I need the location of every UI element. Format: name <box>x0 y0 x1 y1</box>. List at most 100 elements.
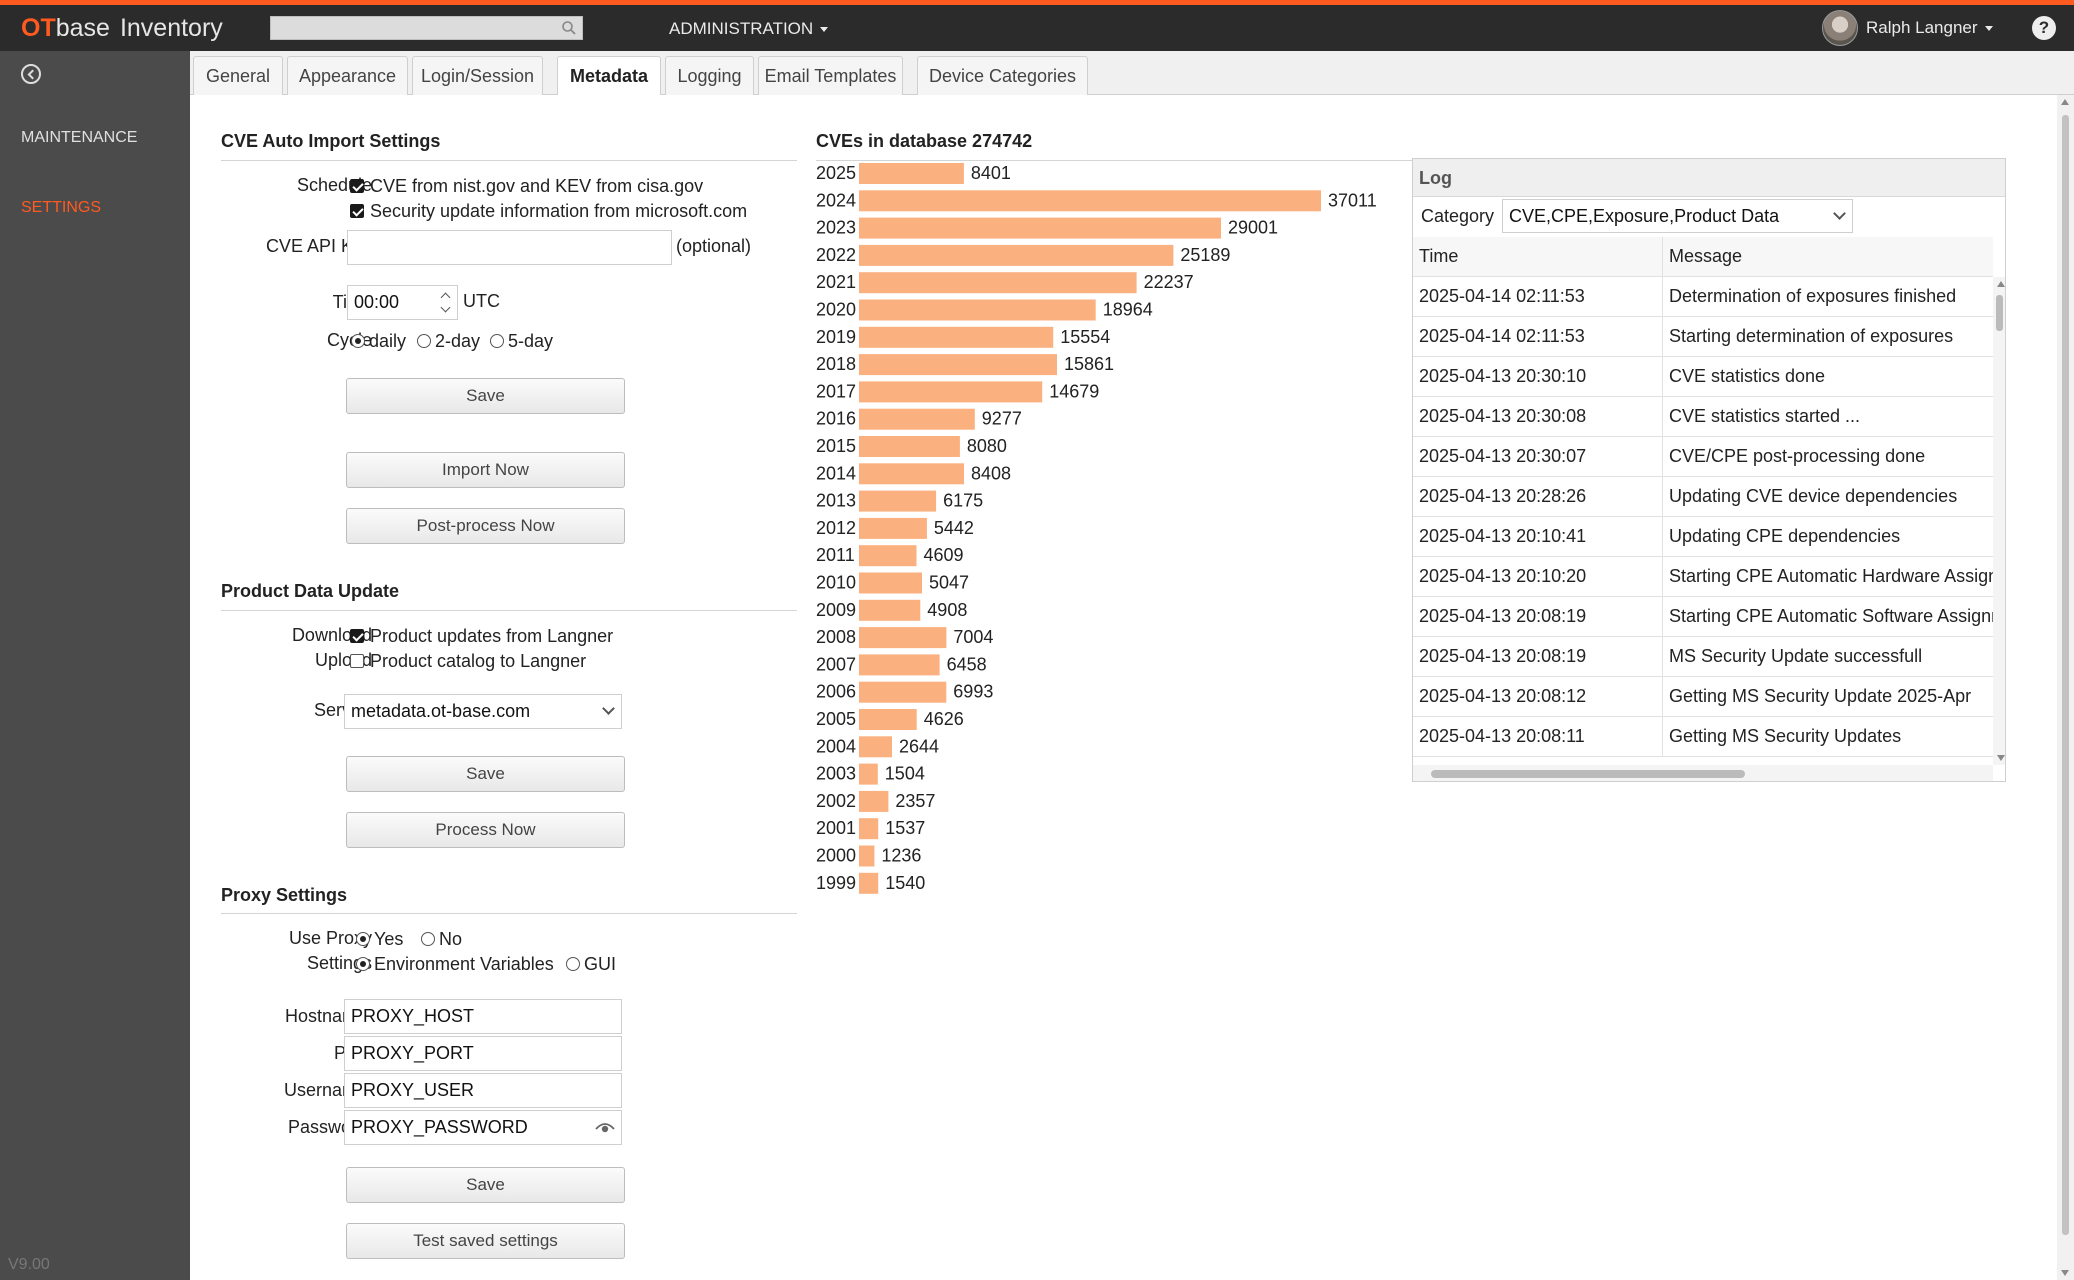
import-now-button[interactable]: Import Now <box>346 452 625 488</box>
page-scrollbar[interactable] <box>2057 95 2074 1280</box>
log-message-cell: Starting determination of exposures <box>1669 326 1954 346</box>
gui-option[interactable]: GUI <box>566 954 616 975</box>
category-select[interactable]: CVE,CPE,Exposure,Product Data <box>1502 199 1853 233</box>
cycle-daily-radio[interactable] <box>351 334 365 348</box>
page-scroll-thumb[interactable] <box>2062 115 2069 1235</box>
schedule-ms-option[interactable]: Security update information from microso… <box>350 201 747 222</box>
process-now-button[interactable]: Process Now <box>346 812 625 848</box>
proxy-yes-radio[interactable] <box>356 932 370 946</box>
password-input[interactable]: PROXY_PASSWORD <box>344 1110 622 1145</box>
col-time-header[interactable]: Time <box>1413 237 1663 276</box>
bar-value-label: 6175 <box>943 491 983 511</box>
tab-metadata[interactable]: Metadata <box>557 56 661 97</box>
year-tick-label: 2021 <box>816 272 856 292</box>
sidebar-item-settings[interactable]: SETTINGS <box>21 199 102 216</box>
log-row[interactable]: 2025-04-13 20:08:19 Starting CPE Automati… <box>1413 597 1993 637</box>
bar-value-label: 25189 <box>1180 245 1230 265</box>
port-input[interactable]: PROXY_PORT <box>344 1036 622 1071</box>
log-vertical-scrollbar[interactable] <box>1993 277 2005 765</box>
log-time-cell: 2025-04-13 20:30:08 <box>1413 397 1663 436</box>
back-icon[interactable] <box>21 64 41 84</box>
cycle-2day-option[interactable]: 2-day <box>417 331 480 352</box>
hostname-input[interactable]: PROXY_HOST <box>344 999 622 1034</box>
caret-down-icon <box>820 27 829 33</box>
cycle-5day-radio[interactable] <box>490 334 504 348</box>
test-settings-button[interactable]: Test saved settings <box>346 1223 625 1259</box>
proxy-no-option[interactable]: No <box>421 929 462 950</box>
log-row[interactable]: 2025-04-13 20:08:19 MS Security Update su… <box>1413 637 1993 677</box>
administration-menu[interactable]: ADMINISTRATION <box>669 19 829 39</box>
log-message-cell: Getting MS Security Updates <box>1669 726 1902 746</box>
log-time-cell: 2025-04-13 20:10:41 <box>1413 517 1663 556</box>
user-menu[interactable]: Ralph Langner <box>1822 9 1993 47</box>
env-vars-option[interactable]: Environment Variables <box>356 954 554 975</box>
log-row[interactable]: 2025-04-13 20:30:08 CVE statistics starte… <box>1413 397 1993 437</box>
schedule-nist-option[interactable]: CVE from nist.gov and KEV from cisa.gov <box>350 176 703 197</box>
tab-general[interactable]: General <box>193 56 283 96</box>
accent-stripe <box>0 0 2074 5</box>
cycle-daily-option[interactable]: daily <box>351 331 406 352</box>
proxy-settings-label: Settings <box>306 953 372 973</box>
year-tick-label: 2023 <box>816 218 856 238</box>
year-tick-label: 2018 <box>816 354 856 374</box>
nist-checkbox[interactable] <box>350 179 364 193</box>
log-hscroll-thumb[interactable] <box>1431 770 1745 778</box>
log-row[interactable]: 2025-04-13 20:30:07 CVE/CPE post-processi… <box>1413 437 1993 477</box>
year-tick-label: 2017 <box>816 381 856 401</box>
log-horizontal-scrollbar[interactable] <box>1413 765 1993 781</box>
time-unit: UTC <box>463 291 500 311</box>
search-icon[interactable] <box>561 20 577 36</box>
log-row[interactable]: 2025-04-13 20:30:10 CVE statistics done <box>1413 357 1993 397</box>
log-row[interactable]: 2025-04-13 20:28:26 Updating CVE device d… <box>1413 477 1993 517</box>
log-time-cell: 2025-04-13 20:28:26 <box>1413 477 1663 516</box>
use-proxy-label: Use Proxy <box>288 928 372 948</box>
scroll-up-icon[interactable] <box>1997 281 2005 287</box>
time-spinner[interactable] <box>437 288 455 317</box>
upload-option[interactable]: Product catalog to Langner <box>350 651 586 672</box>
scroll-up-icon[interactable] <box>2061 99 2069 105</box>
log-scroll-thumb[interactable] <box>1996 295 2003 331</box>
cycle-5day-option[interactable]: 5-day <box>490 331 553 352</box>
log-row[interactable]: 2025-04-14 02:11:53 Starting determinatio… <box>1413 317 1993 357</box>
postprocess-now-button[interactable]: Post-process Now <box>346 508 625 544</box>
tab-logging[interactable]: Logging <box>665 56 754 96</box>
bar-value-label: 5442 <box>934 518 974 538</box>
year-tick-label: 2003 <box>816 764 856 784</box>
eye-icon[interactable] <box>595 1121 615 1135</box>
scroll-down-icon[interactable] <box>1997 755 2005 761</box>
search-input[interactable] <box>270 16 583 40</box>
col-message-header[interactable]: Message <box>1669 246 1743 266</box>
download-option[interactable]: Product updates from Langner <box>350 626 613 647</box>
upload-checkbox[interactable] <box>350 654 364 668</box>
tab-device-categories[interactable]: Device Categories <box>917 56 1088 96</box>
env-vars-radio[interactable] <box>356 957 370 971</box>
tab-email-templates[interactable]: Email Templates <box>758 56 903 96</box>
scroll-down-icon[interactable] <box>2061 1270 2069 1276</box>
app-logo[interactable]: OTbase Inventory <box>21 14 223 43</box>
proxy-no-radio[interactable] <box>421 932 435 946</box>
log-row[interactable]: 2025-04-13 20:08:12 Getting MS Security U… <box>1413 677 1993 717</box>
log-time-cell: 2025-04-13 20:10:20 <box>1413 557 1663 596</box>
proxy-save-button[interactable]: Save <box>346 1167 625 1203</box>
log-row[interactable]: 2025-04-13 20:10:20 Starting CPE Automati… <box>1413 557 1993 597</box>
api-key-input[interactable] <box>347 230 672 265</box>
tab-login-session[interactable]: Login/Session <box>412 56 543 96</box>
server-select[interactable]: metadata.ot-base.com <box>344 694 622 729</box>
sidebar-item-maintenance[interactable]: MAINTENANCE <box>21 129 138 146</box>
proxy-yes-option[interactable]: Yes <box>356 929 403 950</box>
log-row[interactable]: 2025-04-13 20:10:41 Updating CPE dependen… <box>1413 517 1993 557</box>
cve-save-button[interactable]: Save <box>346 378 625 414</box>
gui-radio[interactable] <box>566 957 580 971</box>
cycle-2day-radio[interactable] <box>417 334 431 348</box>
cve-bar <box>859 244 1174 266</box>
ms-checkbox[interactable] <box>350 204 364 218</box>
help-icon[interactable]: ? <box>2032 16 2056 40</box>
download-checkbox[interactable] <box>350 629 364 643</box>
product-save-button[interactable]: Save <box>346 756 625 792</box>
category-value: CVE,CPE,Exposure,Product Data <box>1509 206 1780 226</box>
time-input[interactable]: 00:00 <box>347 285 458 320</box>
log-row[interactable]: 2025-04-13 20:08:11 Getting MS Security U… <box>1413 717 1993 757</box>
log-row[interactable]: 2025-04-14 02:11:53 Determination of expo… <box>1413 277 1993 317</box>
tab-appearance[interactable]: Appearance <box>287 56 408 96</box>
username-input[interactable]: PROXY_USER <box>344 1073 622 1108</box>
